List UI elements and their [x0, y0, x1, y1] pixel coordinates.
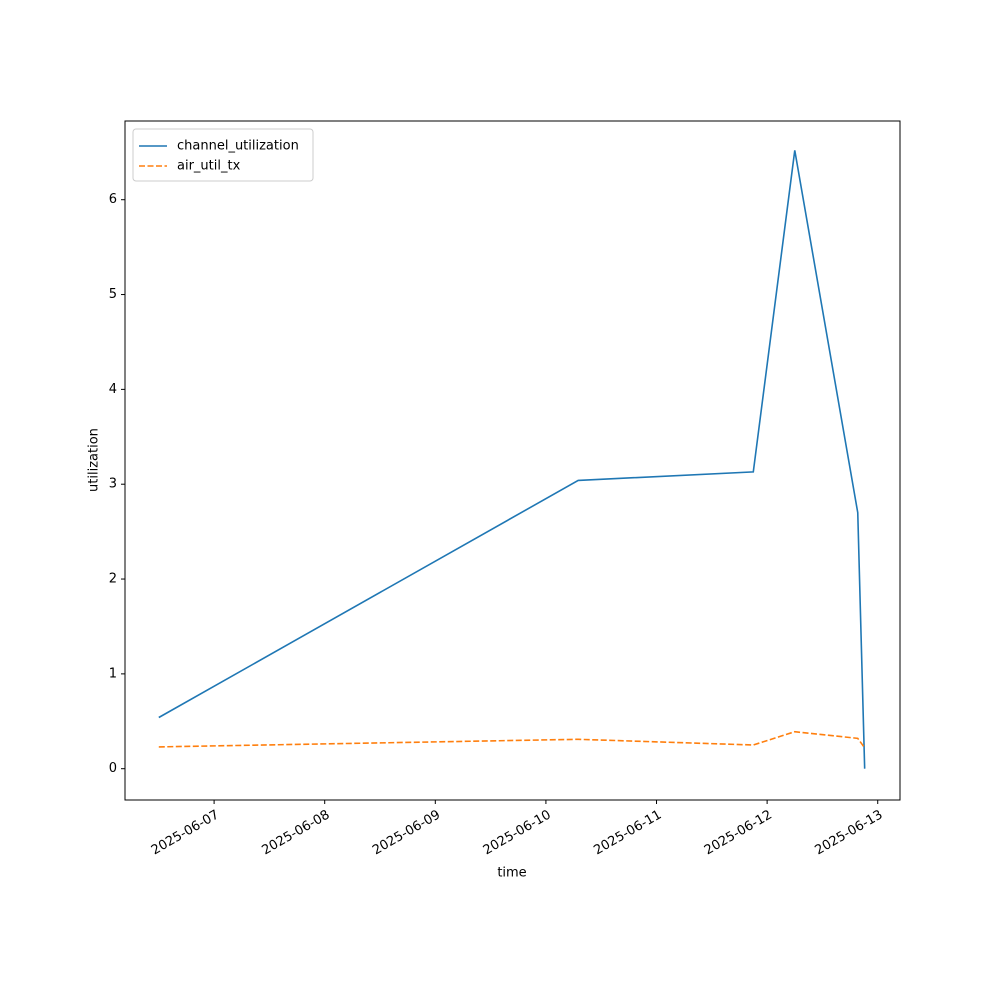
- y-tick-label: 2: [109, 572, 117, 587]
- line-series: [158, 150, 866, 769]
- y-tick-label: 3: [109, 477, 117, 492]
- line-series: [158, 730, 866, 749]
- legend-label: channel_utilization: [177, 139, 299, 154]
- legend-label: air_util_tx: [177, 159, 241, 174]
- y-tick-label: 1: [109, 666, 117, 681]
- plot-frame: [124, 120, 901, 801]
- legend-box: [132, 128, 314, 182]
- y-tick-label: 6: [109, 192, 117, 207]
- y-axis-label: utilization: [87, 428, 102, 492]
- y-tick-label: 4: [109, 382, 117, 397]
- y-tick-label: 0: [109, 761, 117, 776]
- x-axis-label: time: [497, 866, 526, 881]
- y-tick-label: 5: [109, 287, 117, 302]
